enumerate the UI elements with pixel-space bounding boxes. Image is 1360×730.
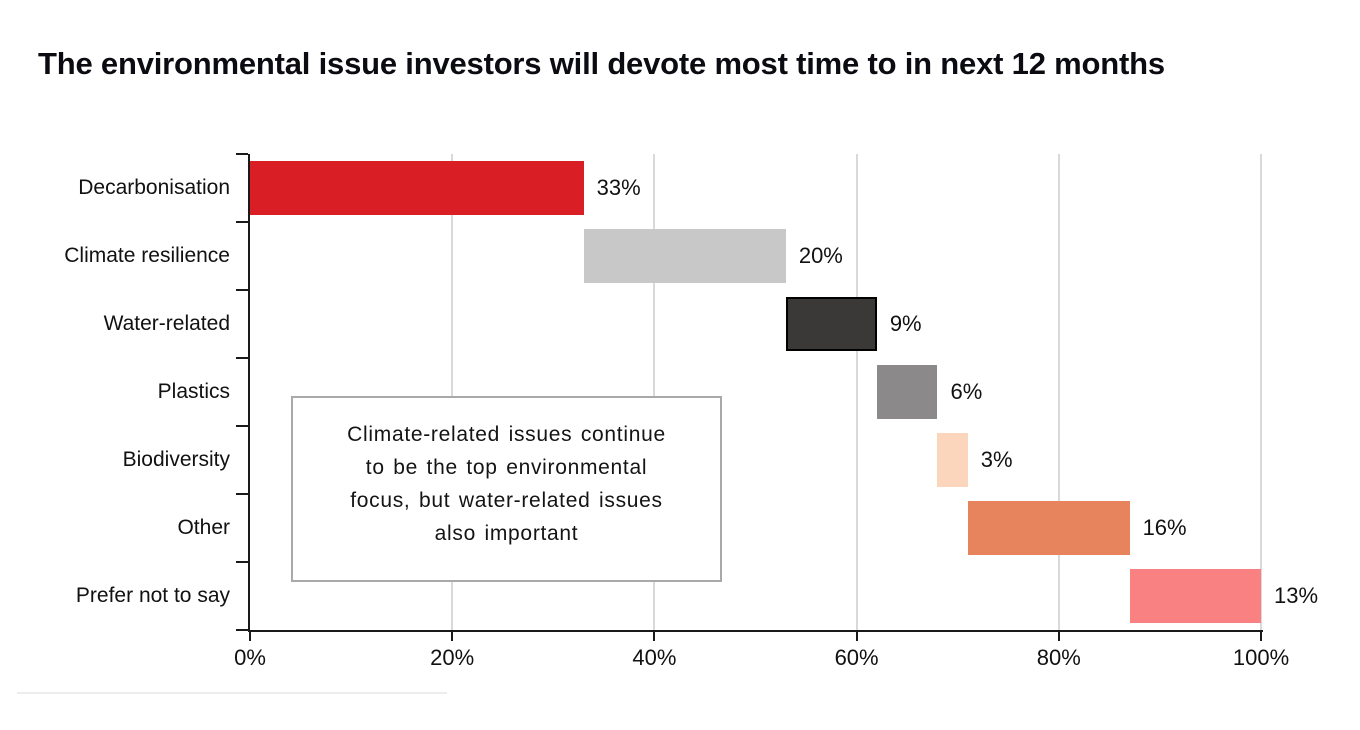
chart-title: The environmental issue investors will d… (38, 46, 1165, 81)
bar (876, 365, 938, 419)
annotation-line: also important (434, 522, 579, 545)
x-axis-tick-label: 80% (1036, 645, 1081, 670)
bar-value-label: 6% (950, 379, 983, 404)
bar-value-label: 33% (596, 175, 641, 200)
annotation-line: Climate-related issues continue (347, 423, 666, 446)
gridline (1260, 154, 1262, 630)
bar (967, 501, 1130, 555)
x-axis-tick-label: 100% (1232, 645, 1290, 670)
category-label: Water-related (103, 312, 230, 335)
category-label: Biodiversity (122, 448, 230, 471)
category-label: Plastics (157, 380, 230, 403)
y-axis-tick (236, 221, 248, 223)
footer-divider (17, 692, 447, 694)
bar-value-label: 20% (798, 243, 843, 268)
annotation-line: focus, but water-related issues (350, 489, 663, 512)
x-axis-tick-label: 0% (234, 645, 266, 670)
y-axis (248, 154, 250, 630)
annotation-box: Climate-related issues continue to be the… (291, 396, 722, 582)
bar (583, 229, 786, 283)
category-label: Climate resilience (64, 244, 230, 267)
y-axis-tick (236, 425, 248, 427)
bar (250, 161, 584, 215)
bar-value-label: 13% (1274, 583, 1319, 608)
x-axis-tick (653, 632, 656, 641)
y-axis-tick (236, 493, 248, 495)
x-axis-tick-label: 60% (834, 645, 879, 670)
gridline (855, 154, 858, 630)
x-axis-tick (249, 632, 251, 641)
y-axis-tick (236, 629, 248, 631)
y-axis-tick (236, 289, 248, 291)
category-label: Other (177, 516, 230, 539)
gridline (653, 154, 656, 630)
y-axis-tick (236, 153, 248, 155)
x-axis (248, 630, 1263, 632)
y-axis-tick (236, 357, 248, 359)
x-axis-tick (1057, 632, 1060, 641)
gridline (451, 154, 454, 630)
category-label: Decarbonisation (78, 176, 230, 199)
bar-value-label: 16% (1142, 515, 1187, 540)
bar (1129, 569, 1261, 623)
category-label: Prefer not to say (75, 584, 230, 607)
x-axis-tick (1260, 632, 1262, 641)
bar (937, 433, 968, 487)
bar-value-label: 9% (889, 311, 922, 336)
x-axis-tick-label: 20% (430, 645, 475, 670)
gridline (1057, 154, 1060, 630)
y-axis-tick (236, 561, 248, 563)
bar-value-label: 3% (980, 447, 1013, 472)
annotation-line: to be the top environmental (365, 456, 648, 479)
x-axis-tick (855, 632, 858, 641)
x-axis-tick-label: 40% (632, 645, 677, 670)
x-axis-tick (451, 632, 454, 641)
bar (785, 297, 877, 351)
